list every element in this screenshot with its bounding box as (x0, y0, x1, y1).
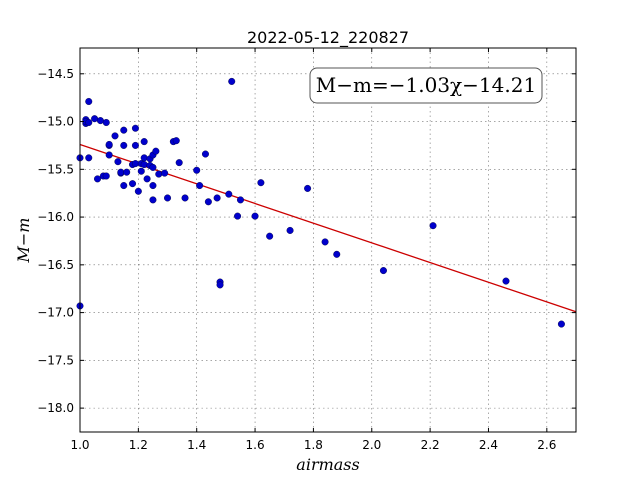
data-point (102, 119, 110, 127)
x-tick-label: 2.6 (537, 438, 556, 452)
fit-equation-frame (309, 67, 543, 104)
data-point (131, 141, 139, 149)
y-tick-label: −16.5 (37, 258, 74, 272)
data-point (129, 180, 137, 188)
data-point (140, 138, 148, 146)
data-point (140, 154, 148, 162)
data-point (131, 160, 139, 168)
plot-area-frame (79, 47, 577, 433)
data-point (120, 182, 128, 190)
data-point (228, 77, 236, 85)
data-point (105, 140, 113, 148)
chart-title: 2022-05-12_220827 (247, 28, 409, 48)
data-point (149, 196, 157, 204)
data-point (111, 132, 119, 140)
data-point (502, 277, 510, 285)
data-point (105, 151, 113, 159)
data-point (102, 172, 110, 180)
data-point (379, 267, 387, 275)
data-point (85, 154, 93, 162)
data-point (175, 159, 183, 167)
data-point (304, 184, 312, 192)
data-point (321, 238, 329, 246)
data-point (155, 170, 163, 178)
data-point (120, 126, 128, 134)
data-point (149, 163, 157, 171)
data-point (213, 194, 221, 202)
data-point (251, 212, 259, 220)
data-point (333, 250, 341, 258)
x-tick-label: 1.8 (304, 438, 323, 452)
data-point (96, 117, 104, 125)
y-tick-label: −14.5 (37, 67, 74, 81)
data-point (140, 161, 148, 169)
axis-ticks: 1.0 1.2 1.4 1.6 1.8 2.0 2.2 2.4 2.6 −14.5 −15.0 −15… (37, 48, 576, 452)
x-tick-label: 2.2 (421, 438, 440, 452)
x-tick-label: 1.4 (187, 438, 206, 452)
data-point (161, 169, 169, 177)
data-point (164, 194, 172, 202)
data-point (143, 175, 151, 183)
data-point (257, 179, 265, 187)
data-point (181, 194, 189, 202)
data-point (429, 222, 437, 230)
data-point (266, 232, 274, 240)
data-point (117, 168, 125, 176)
data-point (94, 175, 102, 183)
data-point (134, 187, 142, 195)
x-tick-label: 2.0 (362, 438, 381, 452)
data-point (234, 212, 242, 220)
data-point (131, 124, 139, 132)
y-tick-label: −18.0 (37, 401, 74, 415)
data-point (85, 97, 93, 105)
data-point (172, 137, 180, 145)
fit-equation-box: M−m=−1.03χ−14.21 (309, 67, 543, 104)
data-point (120, 141, 128, 149)
data-point (236, 196, 244, 204)
data-point (85, 119, 93, 127)
data-point (123, 168, 131, 176)
y-tick-label: −17.5 (37, 353, 74, 367)
y-tick-label: −16.0 (37, 210, 74, 224)
y-tick-label: −17.0 (37, 306, 74, 320)
data-point (201, 150, 209, 158)
data-point (149, 182, 157, 190)
data-point (152, 147, 160, 155)
x-tick-label: 2.4 (479, 438, 498, 452)
y-tick-label: −15.0 (37, 115, 74, 129)
x-tick-label: 1.6 (246, 438, 265, 452)
x-axis-label: airmass (296, 455, 359, 474)
data-point (204, 198, 212, 206)
data-point (225, 190, 233, 198)
data-point (286, 226, 294, 234)
x-tick-label: 1.0 (70, 438, 89, 452)
y-axis-label: M−m (14, 218, 33, 264)
data-point (193, 166, 201, 174)
data-point (557, 320, 565, 328)
data-point (114, 158, 122, 166)
data-point (196, 182, 204, 190)
y-tick-label: −15.5 (37, 162, 74, 176)
data-points (76, 77, 565, 328)
data-point (91, 115, 99, 123)
data-point (137, 167, 145, 175)
x-tick-label: 1.2 (129, 438, 148, 452)
data-point (216, 281, 224, 289)
fit-equation: M−m=−1.03χ−14.21 (316, 73, 536, 97)
